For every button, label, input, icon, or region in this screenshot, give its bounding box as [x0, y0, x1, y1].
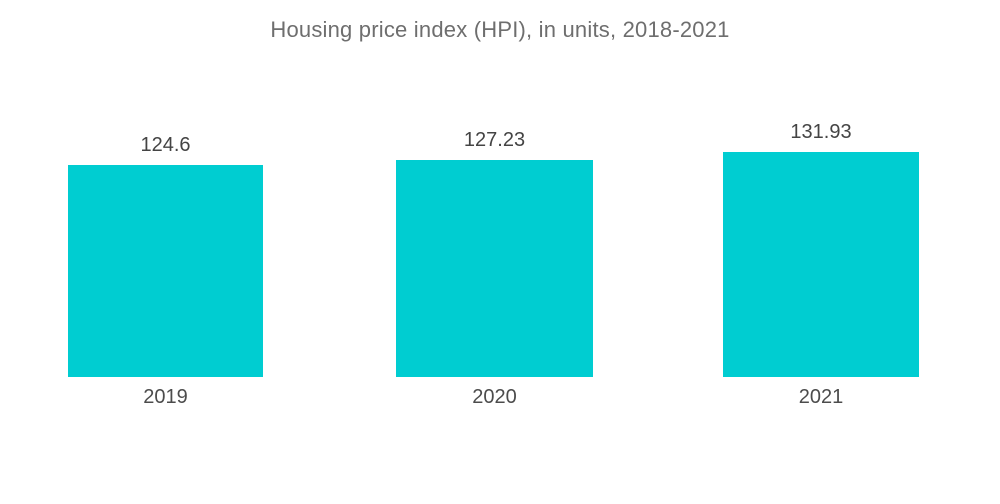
bar-group-2021: 131.93 2021	[723, 117, 919, 407]
plot-area: 124.6 2019 127.23 2020 131.93 2021	[0, 117, 1000, 407]
value-label-2020: 127.23	[463, 129, 526, 151]
chart-title: Housing price index (HPI), in units, 201…	[270, 17, 730, 42]
value-label-2019: 124.6	[140, 134, 191, 156]
category-label-2020: 2020	[472, 386, 517, 408]
bar-group-2019: 124.6 2019	[68, 117, 263, 407]
bar-2021	[723, 152, 919, 377]
category-label-2019: 2019	[143, 386, 188, 408]
bar-group-2020: 127.23 2020	[396, 117, 593, 407]
category-label-2021: 2021	[798, 386, 844, 408]
value-label-2021: 131.93	[790, 121, 852, 143]
bar-2020	[396, 160, 593, 377]
bar-2019	[68, 165, 263, 377]
